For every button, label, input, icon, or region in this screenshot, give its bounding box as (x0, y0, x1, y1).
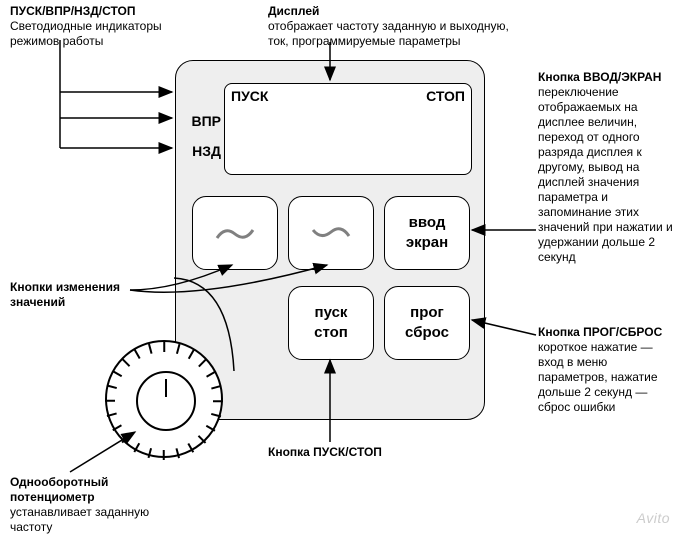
led-label-vpr: ВПР (179, 113, 221, 129)
callout-pot: Однооборотный потенциометр устанавливает… (10, 475, 170, 535)
button-down[interactable] (288, 196, 374, 270)
potentiometer-knob (136, 371, 196, 431)
led-label-nzd: НЗД (179, 143, 221, 159)
control-panel: ВПР НЗД ПУСК СТОП ввод экран пуск стоп п… (175, 60, 485, 420)
callout-updown-title: Кнопки изменения значений (10, 280, 120, 309)
wave-up-icon (215, 224, 255, 242)
callout-display-title: Дисплей (268, 4, 319, 18)
button-prog-sbros[interactable]: прог сброс (384, 286, 470, 360)
callout-vvod: Кнопка ВВОД/ЭКРАН переключение отображае… (538, 70, 678, 265)
display: ПУСК СТОП (224, 83, 472, 175)
watermark: Avito (637, 510, 670, 526)
display-label-left: ПУСК (231, 88, 268, 104)
callout-startstop-title: Кнопка ПУСК/СТОП (268, 445, 382, 459)
button-vvod-l2: экран (406, 233, 448, 253)
callout-startstop: Кнопка ПУСК/СТОП (268, 445, 408, 460)
potentiometer-mark (165, 379, 167, 397)
button-start-l1: пуск (315, 303, 348, 323)
wave-down-icon (311, 224, 351, 242)
callout-vvod-title: Кнопка ВВОД/ЭКРАН (538, 70, 661, 84)
callout-leds: ПУСК/ВПР/НЗД/СТОП Светодиодные индикатор… (10, 4, 210, 49)
callout-leds-desc: Светодиодные индикаторы режимов работы (10, 19, 162, 48)
callout-vvod-desc: переключение отображаемых на дисплее вел… (538, 85, 673, 264)
button-vvod-l1: ввод (409, 213, 446, 233)
display-label-right: СТОП (426, 88, 465, 104)
button-vvod-ekran[interactable]: ввод экран (384, 196, 470, 270)
button-prog-l2: сброс (405, 323, 449, 343)
callout-prog: Кнопка ПРОГ/СБРОС короткое нажатие — вхо… (538, 325, 678, 415)
button-prog-l1: прог (410, 303, 444, 323)
potentiometer[interactable] (105, 340, 223, 458)
callout-pot-desc: устанавливает заданную частоту (10, 505, 149, 534)
button-pusk-stop[interactable]: пуск стоп (288, 286, 374, 360)
callout-display-desc: отображает частоту заданную и выходную, … (268, 19, 509, 48)
callout-display: Дисплей отображает частоту заданную и вы… (268, 4, 528, 49)
callout-prog-desc: короткое нажатие — вход в меню параметро… (538, 340, 658, 414)
button-up[interactable] (192, 196, 278, 270)
callout-updown: Кнопки изменения значений (10, 280, 130, 310)
callout-pot-title: Однооборотный потенциометр (10, 475, 108, 504)
callout-prog-title: Кнопка ПРОГ/СБРОС (538, 325, 662, 339)
button-start-l2: стоп (314, 323, 348, 343)
callout-leds-title: ПУСК/ВПР/НЗД/СТОП (10, 4, 135, 18)
